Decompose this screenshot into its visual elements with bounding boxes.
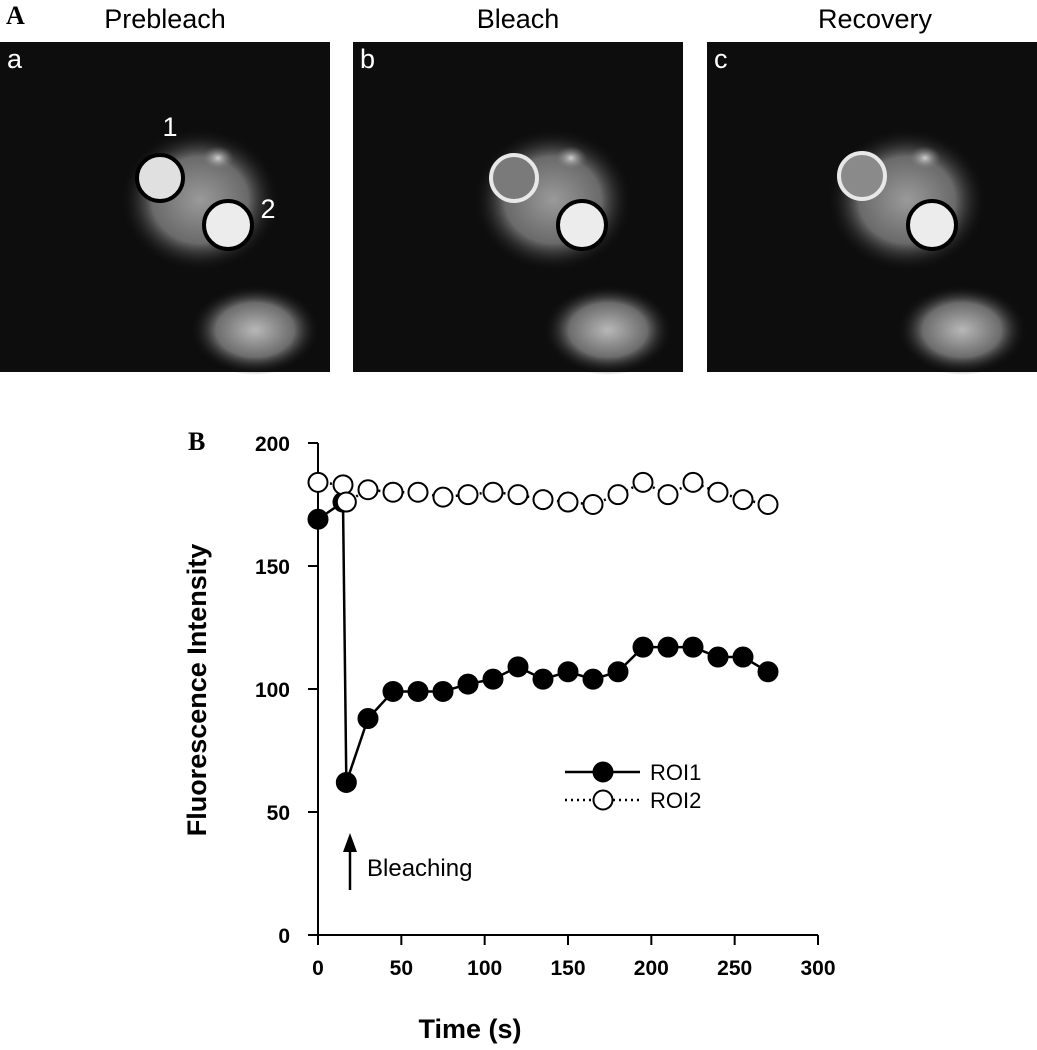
x-tick-label: 250 — [717, 957, 752, 980]
chart: B 0 50 100 150 200 0 50 100 150 200 250 300 Time (s) F… — [182, 427, 836, 1044]
x-tick-label: 200 — [634, 957, 669, 980]
panel-label: a — [7, 44, 23, 74]
marker — [682, 471, 704, 493]
marker — [632, 471, 654, 493]
x-tick-label: 50 — [390, 957, 413, 980]
marker — [407, 481, 429, 503]
annotation: Bleaching — [367, 855, 472, 882]
marker — [582, 494, 604, 515]
marker — [607, 661, 629, 683]
marker — [407, 680, 429, 702]
marker — [557, 661, 579, 683]
y-tick-label: 50 — [267, 802, 290, 825]
y-tick-label: 200 — [255, 433, 290, 456]
roi-circle — [906, 199, 958, 251]
marker — [532, 668, 554, 690]
y-tick-label: 100 — [255, 679, 290, 702]
bright-spot — [909, 146, 941, 170]
bright-spot — [555, 146, 587, 170]
legend-marker — [592, 761, 614, 783]
roi-circle — [489, 153, 539, 203]
panel-label: c — [714, 44, 728, 74]
marker — [582, 668, 604, 690]
marker — [657, 636, 679, 658]
marker — [382, 680, 404, 702]
marker — [335, 771, 357, 793]
marker — [457, 673, 479, 695]
marker — [707, 481, 729, 503]
marker — [382, 481, 404, 503]
cell — [897, 285, 1027, 375]
marker — [732, 489, 754, 511]
marker — [357, 708, 379, 730]
marker — [332, 474, 354, 496]
marker — [507, 656, 529, 678]
marker — [732, 646, 754, 668]
panel-title: Bleach — [477, 4, 560, 34]
x-tick-label: 0 — [312, 957, 324, 980]
figure-label: A — [6, 1, 25, 30]
panel-label: b — [360, 44, 375, 74]
marker — [335, 491, 357, 513]
arrow-head — [343, 833, 357, 852]
marker — [482, 668, 504, 690]
marker — [632, 636, 654, 658]
y-tick-label: 150 — [255, 556, 290, 579]
micrographs: Prebleach a 1 2 Bleach b Recovery c — [0, 4, 1037, 375]
marker — [707, 646, 729, 668]
x-tick-label: 100 — [467, 957, 502, 980]
y-tick-label: 0 — [278, 925, 290, 948]
marker — [557, 491, 579, 513]
panel-title: Recovery — [818, 4, 933, 34]
marker — [482, 481, 504, 503]
cell — [827, 128, 987, 272]
panel-label: B — [188, 427, 205, 456]
cell — [473, 128, 633, 272]
marker — [357, 479, 379, 501]
marker — [607, 484, 629, 506]
x-tick-label: 150 — [550, 957, 585, 980]
marker — [507, 484, 529, 506]
cell — [190, 285, 320, 375]
legend-marker — [592, 789, 614, 811]
legend-label: ROI2 — [650, 788, 701, 813]
marker — [457, 484, 479, 506]
marker — [307, 471, 329, 493]
marker — [757, 661, 779, 683]
panel-title: Prebleach — [104, 4, 226, 34]
roi-circle — [556, 199, 608, 251]
marker — [757, 494, 779, 515]
legend-label: ROI1 — [650, 760, 701, 785]
roi-circle — [202, 199, 254, 251]
roi-label: 1 — [162, 112, 177, 142]
marker — [432, 486, 454, 508]
cell — [120, 128, 280, 272]
cell — [543, 285, 673, 375]
x-tick-label: 300 — [800, 957, 835, 980]
marker — [682, 636, 704, 658]
bright-spot — [202, 146, 234, 170]
marker — [307, 508, 329, 530]
marker — [657, 484, 679, 506]
roi-circle — [135, 153, 185, 203]
y-axis-label: Fluorescence Intensity — [182, 544, 212, 837]
roi-label: 2 — [260, 194, 275, 224]
marker — [432, 680, 454, 702]
marker — [532, 489, 554, 511]
x-axis-label: Time (s) — [418, 1014, 521, 1044]
roi-circle — [837, 151, 887, 201]
